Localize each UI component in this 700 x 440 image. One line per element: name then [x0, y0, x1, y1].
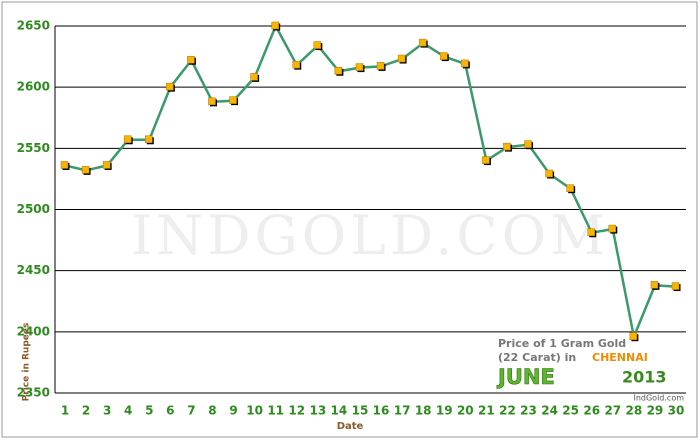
marker: [376, 62, 385, 70]
x-tick-label: 17: [394, 404, 411, 418]
y-tick-label: 2650: [17, 19, 50, 33]
x-tick-label: 11: [267, 404, 284, 418]
y-tick-label: 2350: [17, 386, 50, 400]
marker: [650, 281, 659, 289]
annotation: Price of 1 Gram Gold: [498, 337, 626, 350]
annotation: CHENNAI: [592, 351, 648, 364]
marker: [187, 56, 195, 64]
x-tick-label: 21: [478, 404, 495, 418]
x-tick-label: 25: [562, 404, 579, 418]
annotation: 2013: [622, 368, 667, 387]
y-axis-label: Price in Rupees: [22, 323, 32, 402]
marker: [229, 96, 237, 104]
x-tick-label: 3: [103, 404, 111, 418]
x-tick-label: 15: [352, 404, 369, 418]
marker: [145, 135, 153, 144]
marker: [102, 161, 111, 169]
x-tick-label: 27: [604, 404, 621, 418]
legend-box: [488, 335, 668, 390]
marker: [208, 97, 216, 106]
marker: [166, 82, 174, 91]
marker: [566, 184, 574, 192]
x-tick-label: 29: [647, 404, 664, 418]
marker: [482, 156, 490, 164]
x-tick-label: 23: [520, 404, 537, 418]
x-tick-label: 12: [288, 404, 305, 418]
x-axis-label: Date: [337, 421, 364, 432]
marker: [524, 140, 532, 148]
x-tick-label: 1: [61, 404, 69, 418]
x-tick-label: 7: [187, 404, 195, 418]
x-tick-label: 9: [229, 404, 237, 418]
marker: [292, 60, 301, 69]
marker: [503, 142, 511, 151]
x-tick-label: 5: [145, 404, 153, 418]
x-tick-label: 13: [309, 404, 326, 418]
source: IndGold.com: [633, 394, 684, 403]
marker: [461, 59, 469, 68]
marker: [418, 38, 427, 47]
marker: [587, 228, 595, 236]
marker: [271, 21, 279, 30]
x-tick-label: 16: [373, 404, 390, 418]
watermark: INDGOLD.COM: [131, 204, 610, 267]
line: [64, 23, 677, 342]
marker: [671, 282, 680, 290]
x-tick-label: 2: [82, 404, 90, 418]
marker: [608, 224, 617, 233]
y-tick-label: 2450: [17, 263, 50, 277]
x-tick-label: 4: [124, 404, 132, 418]
annotation: (22 Carat) in: [498, 351, 576, 364]
annotation: JUNE: [496, 365, 555, 389]
x-tick-label: 10: [246, 404, 263, 418]
marker: [123, 135, 132, 144]
marker: [334, 67, 343, 75]
x-tick-label: 18: [415, 404, 432, 418]
x-tick-label: 19: [436, 404, 453, 418]
x-tick-label: 20: [457, 404, 474, 418]
y-tick-label: 2550: [17, 141, 50, 155]
x-tick-label: 6: [166, 404, 174, 418]
y-tick-label: 2600: [17, 80, 50, 94]
marker: [439, 52, 448, 60]
marker: [60, 161, 69, 169]
marker: [250, 73, 258, 81]
y-tick-label: 2400: [17, 324, 50, 338]
y-tick-label: 2500: [17, 202, 50, 216]
marker: [545, 169, 553, 178]
marker: [81, 166, 90, 174]
marker: [629, 332, 638, 340]
x-tick-label: 22: [499, 404, 516, 418]
x-tick-label: 26: [583, 404, 600, 418]
x-tick-label: 28: [626, 404, 643, 418]
x-tick-label: 30: [668, 404, 685, 418]
x-tick-label: 24: [541, 404, 558, 418]
x-tick-label: 8: [208, 404, 216, 418]
x-tick-label: 14: [331, 404, 348, 418]
marker: [313, 41, 322, 49]
marker: [355, 63, 364, 71]
marker: [397, 54, 406, 63]
